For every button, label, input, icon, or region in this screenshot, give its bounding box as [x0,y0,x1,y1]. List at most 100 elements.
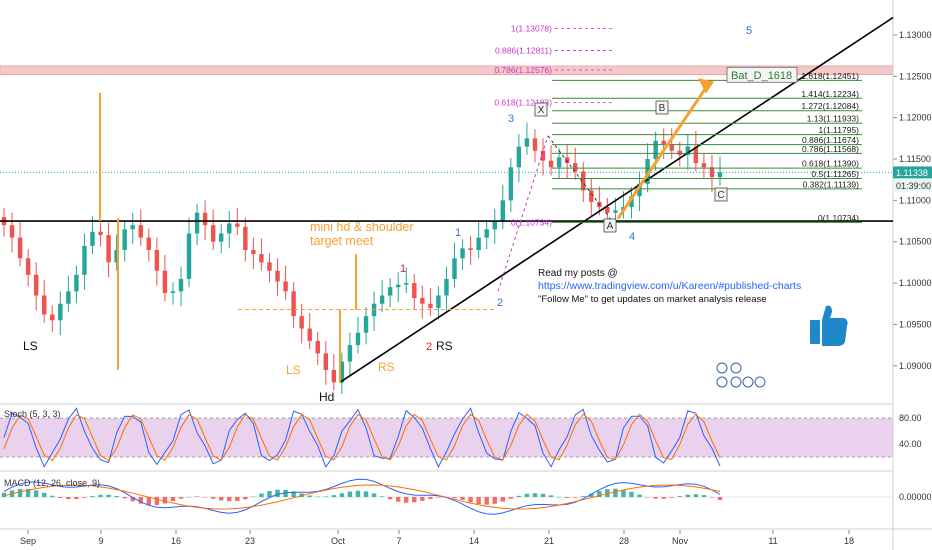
macd-hist-bar [267,491,272,497]
macd-hist-bar [709,497,715,498]
stoch-k-line [3,407,721,468]
candle-body [50,314,55,321]
candle-body [524,138,530,147]
stoch-d-line [3,413,721,462]
candle-body [452,258,457,279]
macd-hist-bar [202,497,208,498]
candle-body [315,340,320,354]
candle-body [484,229,489,238]
candle-body [347,345,353,362]
macd-tick: 0.00000 [899,492,932,502]
candle-body [572,163,578,172]
macd-hist-bar [420,497,425,501]
candle-body [25,258,31,275]
candle-body [693,146,699,164]
target-arrow-head [698,78,714,94]
candle-body [210,225,216,242]
candle-body [556,157,562,168]
candle-body [677,150,682,155]
trendline [339,16,894,383]
macd-hist-bar [508,497,514,499]
time-tick-label: Nov [672,536,689,546]
wave-label: 2 [497,297,503,309]
macd-hist-bar [138,497,143,504]
pink-fib-label: 0.886(1.12811) [495,46,552,56]
fib-level-label: 0.786(1.11568) [802,144,859,154]
macd-hist-bar [355,490,361,497]
price-tick-label: 1.09000 [899,361,932,371]
macd-hist-bar [291,491,296,497]
candle-body [227,223,232,234]
macd-hist-bar [307,495,312,497]
macd-hist-bar [227,497,232,502]
candle-body [339,361,345,383]
macd-hist-bar [25,488,31,497]
fib-level-label: 1.618(1.12451) [801,71,859,81]
macd-hist-bar [251,496,256,498]
candle-body [146,237,152,250]
candle-body [98,231,103,236]
candle-body [331,369,337,383]
candle-body [194,212,200,234]
price-tick-label: 1.11500 [899,154,931,164]
point-box [655,100,669,115]
macd-hist-bar [219,497,224,501]
candle-body [58,303,63,321]
macd-hist-bar [283,489,288,497]
macd-hist-bar [395,497,401,502]
fib-level-label: 0.5(1.11265) [811,169,859,179]
macd-hist-bar [492,497,497,504]
macd-hist-bar [484,497,489,505]
macd-hist-bar [524,493,530,497]
candle-body [307,328,312,341]
point-box [603,218,617,233]
macd-hist-bar [130,497,135,502]
candle-body [701,163,707,168]
wave-label: 4 [629,231,635,243]
wave-label: 3 [508,113,514,125]
candle-body [564,157,570,164]
macd-hist-bar [74,497,79,499]
candle-body [540,150,546,161]
event-flag-icon [754,376,766,388]
macd-hist-bar [106,494,111,497]
candle-body [516,146,522,168]
macd-hist-bar [170,497,176,502]
candle-body [395,284,401,288]
macd-hist-bar [371,493,377,497]
mini-rs-label: RS [378,360,395,374]
macd-hist-bar [379,496,385,497]
fib-level-label: 0(1.10734) [818,213,859,223]
time-tick-label: 16 [171,536,181,546]
pink-fib-label: 0.618(1.12183) [494,98,552,108]
macd-hist-bar [621,489,626,497]
read-text: Read my posts @ [538,268,618,279]
pink-fib-label: 0.786(1.12576) [494,65,552,75]
wave-label: 1 [455,227,461,239]
stoch-tick: 80.00 [899,413,922,423]
target-arrow-line [616,83,710,220]
candle-body [637,183,642,197]
macd-hist-bar [331,495,337,497]
time-tick-label: 9 [98,536,103,546]
candle-body [508,167,514,201]
macd-hist-bar [323,496,329,497]
pattern-label-box [726,66,798,83]
macd-hist-bar [33,490,39,497]
candle-body [653,140,658,160]
candle-body [492,221,497,230]
candle-body [275,270,280,282]
macd-hist-bar [243,497,248,500]
candle-body [387,287,393,296]
candle-body [9,225,15,238]
macd-hist-bar [677,496,682,497]
wave-label: 5 [746,25,752,37]
time-tick-label: 23 [245,536,255,546]
macd-hist-bar [717,497,723,501]
candle-body [90,231,95,246]
red-label: 1 [400,263,406,275]
point-label: X [538,105,545,116]
macd-hist-bar [194,496,200,497]
